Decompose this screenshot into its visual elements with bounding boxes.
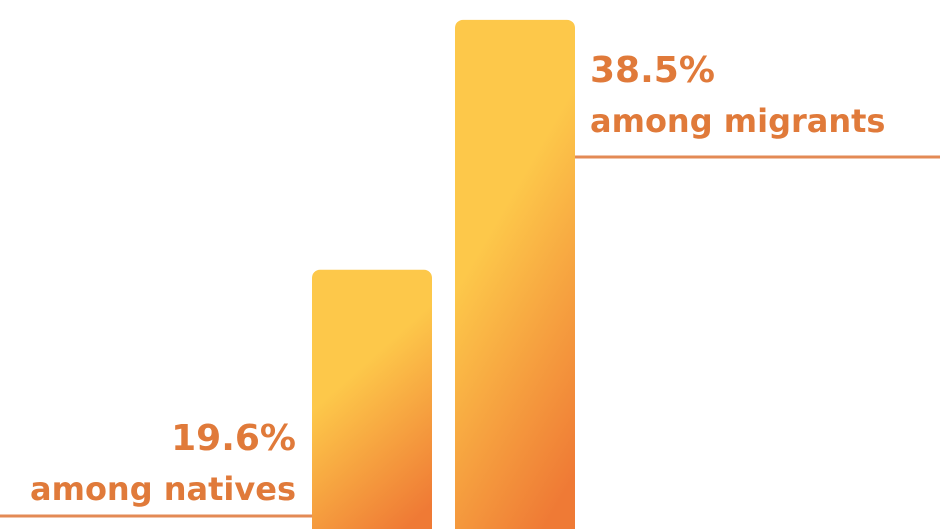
bar-among-migrants: [455, 19, 575, 529]
bars-layer: [312, 19, 575, 529]
value-label-migrants: 38.5%: [590, 50, 715, 91]
leader-lines-layer: [0, 155, 940, 518]
value-label-natives: 19.6%: [171, 418, 296, 459]
bar-among-natives: [312, 269, 432, 529]
labels-layer: 19.6% among natives 38.5% among migrants: [30, 50, 885, 508]
category-label-migrants: among migrants: [590, 102, 885, 140]
category-label-natives: among natives: [30, 470, 296, 508]
